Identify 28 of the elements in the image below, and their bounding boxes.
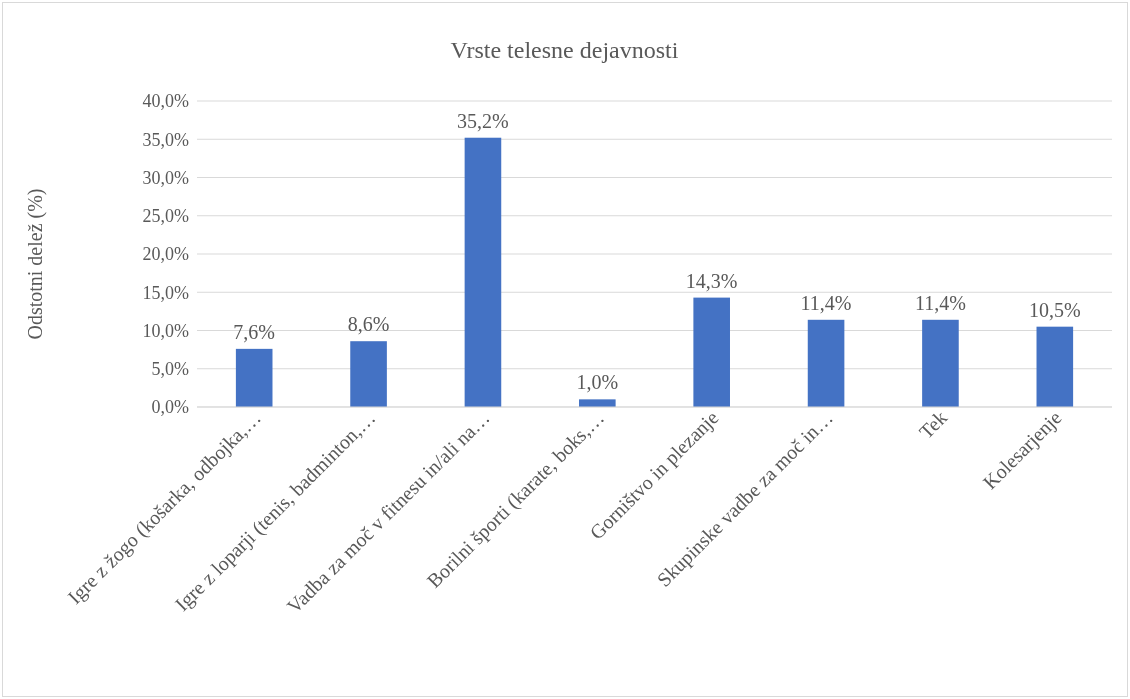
y-tick-label: 40,0% [142,91,189,112]
data-label: 11,4% [800,291,852,314]
bar [235,348,273,407]
data-label: 35,2% [457,109,509,132]
data-label: 10,5% [1028,298,1081,321]
bar [464,137,502,407]
y-tick-label: 5,0% [151,359,189,380]
y-tick-label: 10,0% [142,320,189,341]
y-tick-label: 20,0% [142,244,189,265]
bar [807,319,845,407]
bar [922,319,959,407]
y-tick-label: 25,0% [142,206,189,227]
y-tick-label: 0,0% [151,397,189,418]
y-tick-label: 30,0% [142,167,189,188]
y-tick-label: 15,0% [142,282,189,303]
bar [350,341,387,407]
y-tick-label: 35,0% [142,129,189,150]
data-label: 14,3% [685,269,738,292]
bar [693,297,730,407]
data-label: 11,4% [914,291,966,314]
bar [1036,326,1074,407]
data-label: 7,6% [233,320,276,343]
chart-title: Vrste telesne dejavnosti [450,37,679,63]
data-label: 1,0% [576,371,619,394]
bar [579,399,616,407]
data-label: 8,6% [347,313,390,336]
y-axis-title: Odstotni delež (%) [24,188,47,340]
x-tick-label: Tek [914,406,952,443]
